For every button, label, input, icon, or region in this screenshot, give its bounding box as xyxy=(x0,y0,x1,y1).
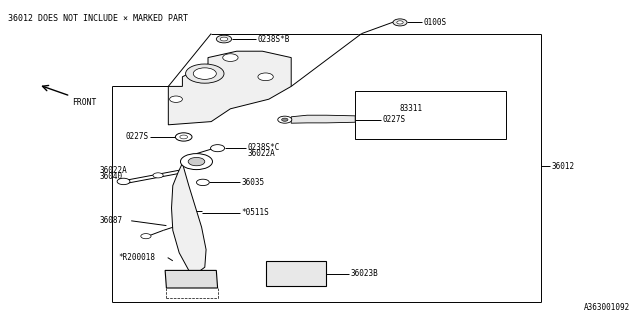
Text: A363001092: A363001092 xyxy=(584,303,630,312)
Circle shape xyxy=(180,154,212,170)
Circle shape xyxy=(141,234,151,239)
Circle shape xyxy=(282,118,288,121)
Circle shape xyxy=(216,35,232,43)
Text: 0100S: 0100S xyxy=(424,18,447,27)
Text: 0227S: 0227S xyxy=(382,115,405,124)
Text: FRONT: FRONT xyxy=(72,98,96,107)
Circle shape xyxy=(170,96,182,102)
Text: 0227S: 0227S xyxy=(126,132,149,141)
Text: 36012: 36012 xyxy=(552,162,575,171)
Bar xyxy=(355,91,506,139)
Circle shape xyxy=(153,173,163,178)
Circle shape xyxy=(223,54,238,61)
Polygon shape xyxy=(266,261,326,286)
Text: 36022A: 36022A xyxy=(99,166,127,175)
Text: 36012 DOES NOT INCLUDE × MARKED PART: 36012 DOES NOT INCLUDE × MARKED PART xyxy=(8,14,188,23)
Circle shape xyxy=(220,37,228,41)
Polygon shape xyxy=(165,270,218,288)
Text: 36035: 36035 xyxy=(241,178,264,187)
Text: *R200018: *R200018 xyxy=(118,253,156,262)
Circle shape xyxy=(193,68,216,79)
Text: 0238S*B: 0238S*B xyxy=(257,35,290,44)
Circle shape xyxy=(258,73,273,81)
Circle shape xyxy=(117,178,130,185)
Circle shape xyxy=(188,157,205,166)
Circle shape xyxy=(186,64,224,83)
Circle shape xyxy=(278,116,292,123)
Text: 36040: 36040 xyxy=(99,172,122,180)
Circle shape xyxy=(196,179,209,186)
Circle shape xyxy=(175,133,192,141)
Text: 36022A: 36022A xyxy=(248,149,275,158)
Text: 36023B: 36023B xyxy=(351,269,378,278)
Circle shape xyxy=(211,145,225,152)
Circle shape xyxy=(397,21,403,24)
Circle shape xyxy=(393,19,407,26)
Text: *0511S: *0511S xyxy=(241,208,269,217)
Circle shape xyxy=(180,135,188,139)
Polygon shape xyxy=(291,115,355,123)
Text: 83311: 83311 xyxy=(400,104,423,113)
Text: 36087: 36087 xyxy=(99,216,122,225)
Polygon shape xyxy=(168,51,291,125)
Polygon shape xyxy=(172,163,206,272)
Text: 0238S*C: 0238S*C xyxy=(248,143,280,152)
